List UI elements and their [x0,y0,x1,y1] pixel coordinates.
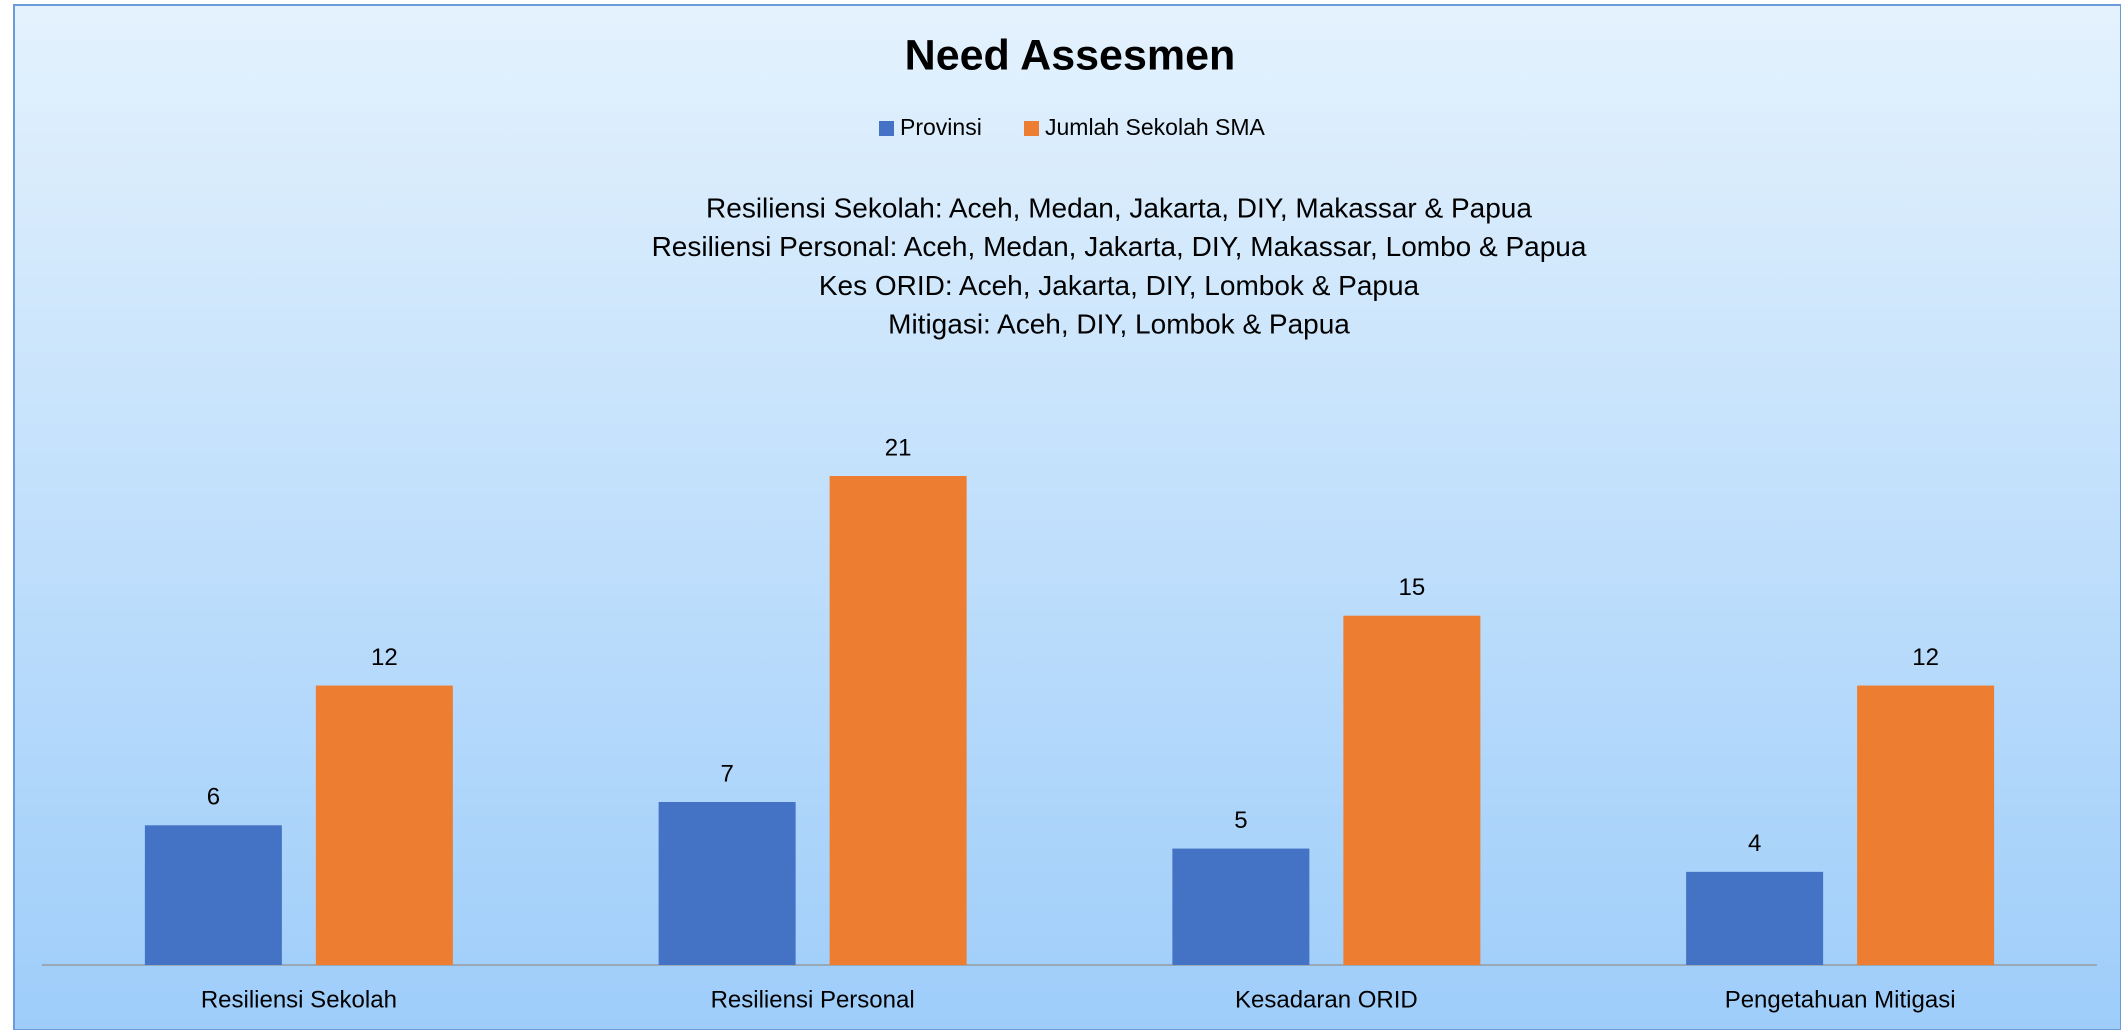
data-label: 21 [885,434,912,461]
legend-label: Jumlah Sekolah SMA [1045,114,1266,140]
data-label: 6 [207,784,220,811]
bar [1686,871,1824,965]
data-label: 12 [1912,644,1939,671]
bar [658,802,796,965]
legend-swatch [1024,121,1039,136]
data-label: 15 [1399,574,1426,601]
data-label: 5 [1234,807,1247,834]
x-tick-label: Kesadaran ORID [1235,986,1418,1013]
chart-title: Need Assesmen [905,31,1236,79]
bar [144,825,282,965]
bar [1172,848,1310,965]
x-tick-label: Resiliensi Sekolah [201,986,397,1013]
annotation: Kes ORID: Aceh, Jakarta, DIY, Lombok & P… [819,270,1420,301]
bar [1343,615,1481,965]
x-tick-label: Pengetahuan Mitigasi [1725,986,1956,1013]
annotation: Mitigasi: Aceh, DIY, Lombok & Papua [888,308,1350,339]
data-label: 12 [371,644,398,671]
data-label: 7 [720,760,733,787]
bar [315,685,453,965]
annotation: Resiliensi Sekolah: Aceh, Medan, Jakarta… [706,192,1532,223]
annotation: Resiliensi Personal: Aceh, Medan, Jakart… [652,231,1587,262]
x-tick-label: Resiliensi Personal [711,986,915,1013]
legend-label: Provinsi [900,114,982,140]
legend-swatch [879,121,894,136]
data-label: 4 [1748,830,1761,857]
bar [1857,685,1995,965]
bar [829,476,967,965]
